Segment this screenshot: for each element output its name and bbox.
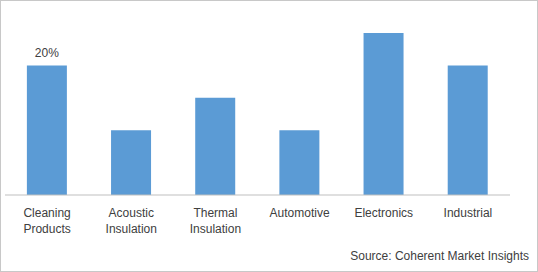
- svg-text:Electronics: Electronics: [354, 206, 413, 220]
- svg-text:CleaningProducts: CleaningProducts: [23, 206, 70, 236]
- svg-text:Industrial: Industrial: [444, 206, 493, 220]
- svg-text:AcousticInsulation: AcousticInsulation: [106, 206, 157, 236]
- html-text:Source: Coherent Market Insigh: Source: Coherent Market Insights: [350, 249, 529, 263]
- svg-text:Automotive: Automotive: [270, 206, 330, 220]
- svg-text:ThermalInsulation: ThermalInsulation: [190, 206, 241, 236]
- svg-text:20%: 20%: [35, 46, 59, 60]
